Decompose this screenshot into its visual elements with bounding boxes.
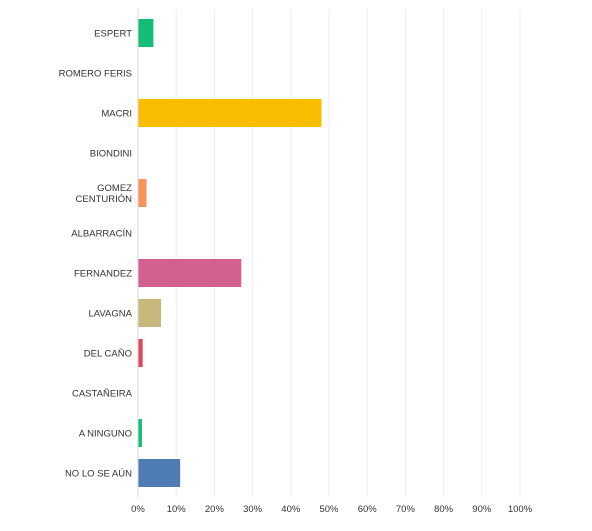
category-label-line: DEL CAÑO — [84, 349, 132, 360]
category-label-line: ESPERT — [94, 29, 132, 40]
bar-no-lo-se-aun[interactable] — [138, 459, 181, 487]
bar-del-cano[interactable] — [138, 339, 143, 367]
category-label-line: ROMERO FERIS — [59, 69, 132, 80]
bar-fernandez[interactable] — [138, 259, 242, 287]
bar-a-ninguno[interactable] — [138, 419, 142, 447]
category-label-biondini: BIONDINI — [90, 149, 132, 160]
category-label-gomez-centurion: GOMEZ CENTURIÓN — [76, 183, 133, 205]
category-label-line: CENTURIÓN — [76, 194, 133, 205]
bar-macri[interactable] — [138, 99, 322, 127]
category-label-macri: MACRI — [101, 109, 132, 120]
category-label-lavagna: LAVAGNA — [89, 309, 133, 320]
category-label-line: FERNANDEZ — [74, 269, 132, 280]
category-labels: ESPERT ROMERO FERIS MACRI BIONDINI GOMEZ CENT… — [59, 29, 133, 480]
category-label-line: GOMEZ — [97, 183, 132, 194]
bar-gomez-centurion[interactable] — [138, 179, 147, 207]
x-tick-label: 0% — [131, 504, 145, 515]
gridlines — [175, 9, 521, 497]
category-label-line: CASTAÑEIRA — [72, 389, 133, 400]
x-tick-label: 30% — [243, 504, 263, 515]
category-label-del-cano: DEL CAÑO — [84, 349, 132, 360]
bars — [138, 19, 322, 487]
category-label-espert: ESPERT — [94, 29, 132, 40]
x-tick-label: 10% — [167, 504, 187, 515]
category-label-no-lo-se-aun: NO LO SE AÚN — [65, 469, 132, 480]
category-label-romero-feris: ROMERO FERIS — [59, 69, 132, 80]
x-tick-label: 40% — [281, 504, 301, 515]
x-tick-label: 100% — [508, 504, 533, 515]
x-tick-label: 60% — [358, 504, 378, 515]
x-tick-label: 20% — [205, 504, 225, 515]
category-label-castaneira: CASTAÑEIRA — [72, 389, 133, 400]
category-label-line: A NINGUNO — [79, 429, 132, 440]
category-label-line: MACRI — [101, 109, 132, 120]
category-label-line: ALBARRACÍN — [71, 229, 132, 240]
category-label-line: NO LO SE AÚN — [65, 469, 132, 480]
category-label-a-ninguno: A NINGUNO — [79, 429, 132, 440]
category-label-fernandez: FERNANDEZ — [74, 269, 132, 280]
x-tick-label: 80% — [434, 504, 454, 515]
category-label-albarracin: ALBARRACÍN — [71, 229, 132, 240]
x-tick-labels: 0% 10% 20% 30% 40% 50% 60% 70% 80% 90% 100% — [131, 504, 533, 515]
category-label-line: LAVAGNA — [89, 309, 133, 320]
x-tick-label: 50% — [319, 504, 339, 515]
bar-lavagna[interactable] — [138, 299, 162, 327]
x-tick-label: 90% — [472, 504, 492, 515]
category-label-line: BIONDINI — [90, 149, 132, 160]
bar-espert[interactable] — [138, 19, 154, 47]
x-tick-label: 70% — [396, 504, 416, 515]
